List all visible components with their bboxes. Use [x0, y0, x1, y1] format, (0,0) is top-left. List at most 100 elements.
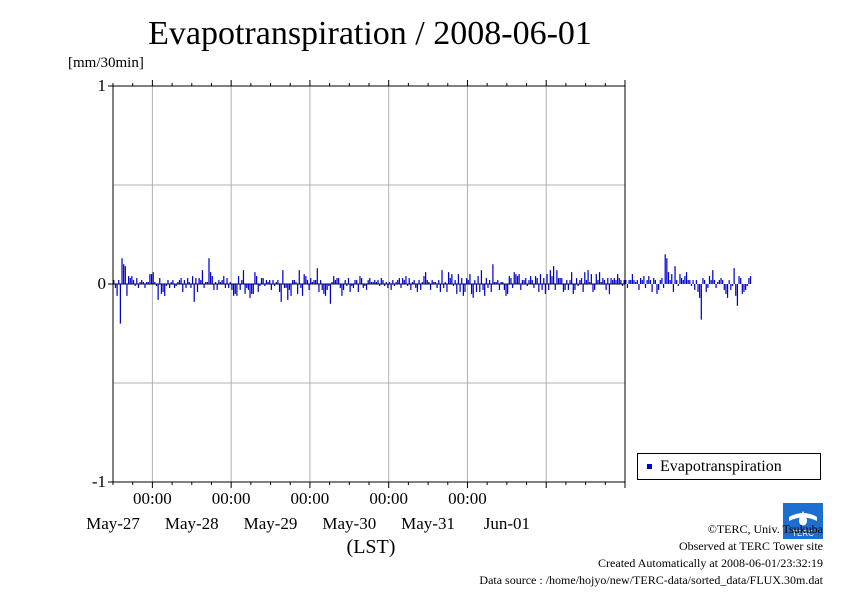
x-date-label: May-29 — [243, 514, 298, 533]
data-bar — [653, 278, 655, 284]
data-bar — [487, 284, 489, 288]
data-bar — [339, 284, 341, 288]
data-bar — [278, 284, 281, 292]
data-bar — [251, 284, 253, 294]
data-bar — [116, 284, 118, 296]
data-bar — [379, 284, 381, 286]
data-bar — [275, 282, 277, 284]
data-bar — [434, 282, 437, 284]
data-bar — [252, 284, 254, 294]
data-bar — [219, 282, 222, 284]
data-bar — [518, 274, 520, 284]
data-bar — [735, 284, 737, 296]
data-bar — [533, 284, 535, 288]
data-bar — [200, 280, 202, 284]
data-bar — [234, 284, 236, 294]
data-bar — [749, 276, 752, 284]
data-bar — [477, 276, 479, 284]
data-bar — [469, 274, 471, 284]
credit-copyright: ©TERC, Univ. Tsukuba — [707, 522, 823, 536]
data-bar — [290, 284, 292, 296]
data-bar — [741, 284, 743, 294]
data-bar — [556, 270, 558, 284]
data-bar — [543, 278, 545, 284]
data-bar — [712, 270, 714, 284]
data-bar — [201, 270, 204, 284]
data-bar — [531, 280, 533, 284]
data-bar — [733, 268, 735, 284]
credit-observed: Observed at TERC Tower site — [678, 539, 823, 553]
data-bar — [400, 284, 402, 288]
data-bar — [536, 278, 538, 284]
data-bar — [359, 276, 361, 284]
data-bar — [146, 282, 148, 284]
data-bar — [511, 284, 514, 288]
data-bar — [523, 280, 525, 284]
data-bar — [441, 270, 443, 284]
data-bar — [129, 278, 131, 284]
data-bar — [654, 280, 656, 284]
data-bar — [602, 278, 604, 284]
data-bar — [546, 274, 548, 284]
data-bar — [369, 278, 371, 284]
data-bar — [658, 284, 660, 290]
data-bar — [218, 280, 220, 284]
data-bar — [672, 284, 675, 292]
data-bar — [295, 282, 297, 284]
data-bar — [745, 284, 747, 290]
data-bar — [587, 270, 589, 284]
data-bar — [600, 282, 602, 284]
data-bar — [319, 280, 322, 284]
data-bar — [287, 284, 289, 300]
legend-label: Evapotranspiration — [660, 458, 782, 475]
data-bar — [635, 282, 637, 284]
data-bar — [679, 274, 681, 284]
data-bar — [444, 282, 446, 284]
data-bar — [713, 280, 716, 284]
data-bar — [575, 278, 578, 284]
data-bar — [383, 284, 386, 286]
data-bar — [336, 278, 338, 284]
data-bar — [728, 280, 730, 284]
data-bar — [557, 278, 560, 284]
data-bar — [323, 284, 325, 294]
data-bar — [154, 282, 156, 284]
data-bar — [623, 280, 625, 284]
data-bar — [699, 284, 701, 298]
data-bar — [574, 284, 576, 290]
data-bar — [162, 284, 164, 292]
data-bar — [466, 278, 468, 284]
data-bar — [139, 282, 141, 284]
data-bar — [644, 284, 647, 288]
data-bar — [318, 284, 320, 292]
x-time-label: 00:00 — [211, 489, 251, 508]
data-bar — [413, 280, 415, 284]
data-bar — [144, 284, 146, 288]
data-bar — [303, 274, 305, 284]
data-bar — [571, 272, 573, 284]
data-bar — [582, 284, 584, 292]
data-bar — [618, 278, 620, 284]
data-bar — [367, 280, 369, 284]
data-bar — [411, 282, 414, 284]
x-date-label: May-31 — [401, 514, 455, 533]
data-bar — [187, 278, 189, 284]
data-bar — [338, 278, 340, 284]
data-bar — [715, 284, 717, 288]
data-bar — [292, 280, 294, 284]
data-bar — [513, 272, 515, 284]
data-bar — [285, 284, 287, 288]
data-bar — [666, 258, 668, 284]
data-bar — [521, 280, 524, 284]
data-bar — [210, 272, 212, 284]
data-bar — [415, 284, 417, 288]
data-bar — [436, 284, 438, 288]
data-bar — [682, 280, 684, 284]
data-bar — [203, 284, 205, 288]
data-bar — [641, 280, 643, 284]
data-bar — [564, 284, 566, 290]
data-bar — [127, 276, 130, 284]
data-bar — [544, 284, 547, 294]
data-bar — [265, 280, 268, 284]
